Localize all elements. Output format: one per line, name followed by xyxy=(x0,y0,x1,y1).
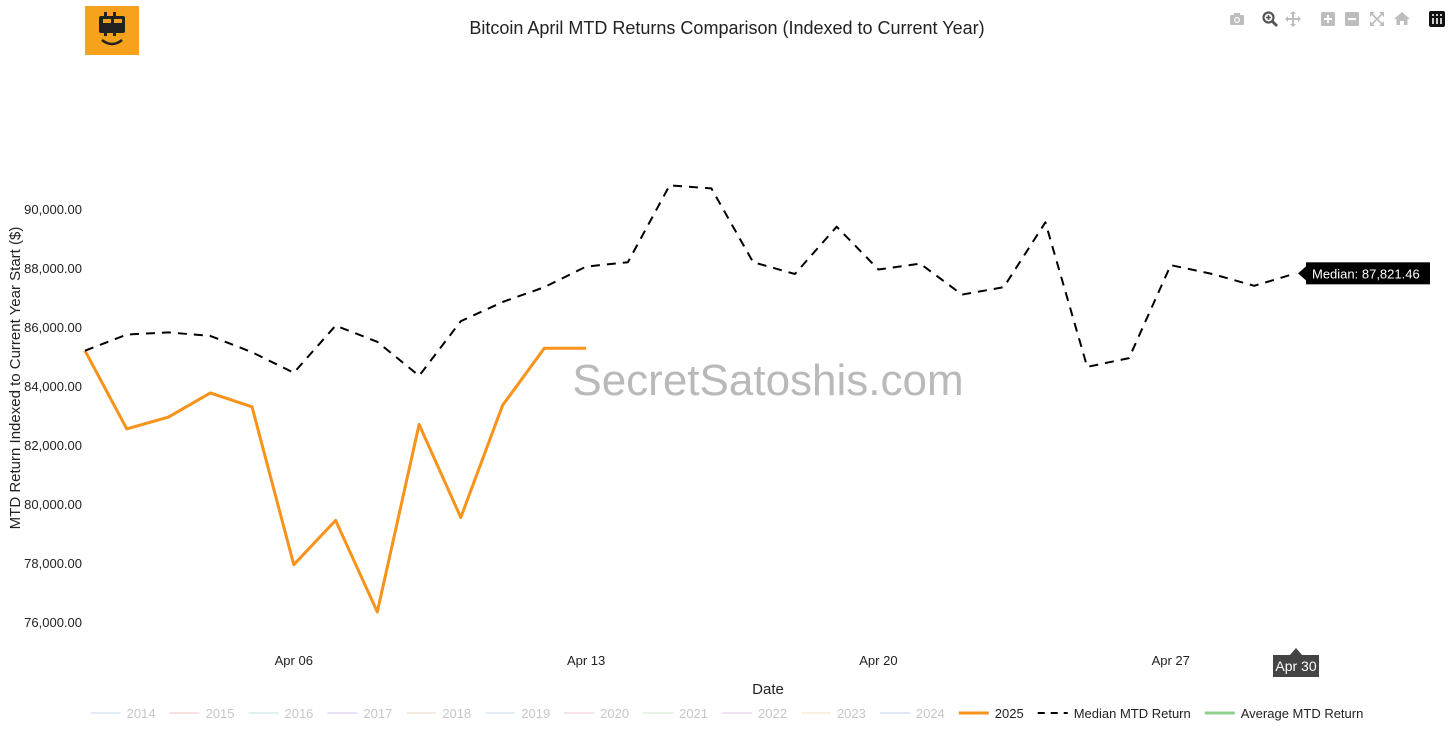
legend: 2014 2015 2016 2017 2018 2019 2020 2021 2022 2023… xyxy=(90,706,1364,721)
y-tick-label: 76,000.00 xyxy=(24,615,82,630)
legend-item-2019[interactable]: 2019 xyxy=(485,706,550,721)
legend-item-2023[interactable]: 2023 xyxy=(800,706,866,721)
legend-item-2018[interactable]: 2018 xyxy=(406,706,471,721)
legend-label: 2015 xyxy=(206,706,235,721)
plotly-logo-icon[interactable] xyxy=(1428,10,1446,28)
legend-label: Average MTD Return xyxy=(1241,706,1364,721)
legend-item-2024[interactable]: 2024 xyxy=(879,706,945,721)
legend-label: 2025 xyxy=(995,706,1024,721)
x-axis-label: Date xyxy=(752,681,784,698)
zoom-out-icon[interactable] xyxy=(1343,10,1361,28)
legend-item-2014[interactable]: 2014 xyxy=(90,706,156,721)
y-tick-label: 80,000.00 xyxy=(24,497,82,512)
legend-label: 2022 xyxy=(758,706,787,721)
pan-icon[interactable] xyxy=(1284,10,1302,28)
series-layer xyxy=(83,184,1297,614)
legend-item-2021[interactable]: 2021 xyxy=(643,706,708,721)
zoom-in-icon[interactable] xyxy=(1319,10,1337,28)
legend-label: 2017 xyxy=(363,706,392,721)
bitcoin-logo-icon xyxy=(99,12,125,46)
hover-label-pointer xyxy=(1298,266,1306,281)
legend-item-2017[interactable]: 2017 xyxy=(327,706,392,721)
x-tick-label: Apr 20 xyxy=(859,653,897,668)
y-tick-label: 84,000.00 xyxy=(24,379,82,394)
zoom-icon[interactable] xyxy=(1261,10,1279,28)
legend-item-median-mtd-return[interactable]: Median MTD Return xyxy=(1037,706,1191,721)
chart-title: Bitcoin April MTD Returns Comparison (In… xyxy=(469,18,984,38)
legend-label: 2019 xyxy=(521,706,550,721)
y-tick-label: 82,000.00 xyxy=(24,438,82,453)
watermark-text: SecretSatoshis.com xyxy=(572,356,963,405)
legend-item-2020[interactable]: 2020 xyxy=(564,706,629,721)
legend-label: 2024 xyxy=(916,706,945,721)
camera-icon[interactable] xyxy=(1228,10,1246,28)
y-axis-ticks: 76,000.00 78,000.00 80,000.00 82,000.00 84,0… xyxy=(24,202,82,630)
x-hover-label-box xyxy=(1273,655,1319,677)
legend-label: 2014 xyxy=(127,706,156,721)
legend-item-2022[interactable]: 2022 xyxy=(722,706,787,721)
y-tick-label: 86,000.00 xyxy=(24,320,82,335)
x-tick-label: Apr 13 xyxy=(567,653,605,668)
legend-label: Median MTD Return xyxy=(1074,706,1191,721)
legend-label: 2020 xyxy=(600,706,629,721)
legend-label: 2016 xyxy=(284,706,313,721)
y-tick-label: 88,000.00 xyxy=(24,261,82,276)
legend-item-average-mtd-return[interactable]: Average MTD Return xyxy=(1204,706,1364,721)
legend-label: 2021 xyxy=(679,706,708,721)
legend-label: 2023 xyxy=(837,706,866,721)
autoscale-icon[interactable] xyxy=(1368,10,1386,28)
median-hover-label: Median: 87,821.46 xyxy=(1312,266,1420,281)
y-axis-label: MTD Return Indexed to Current Year Start… xyxy=(7,227,24,530)
series-line-median-mtd-return[interactable] xyxy=(84,184,1297,377)
x-hover-label-pointer xyxy=(1290,648,1302,655)
legend-item-2025[interactable]: 2025 xyxy=(958,706,1024,721)
x-tick-label: Apr 06 xyxy=(275,653,313,668)
y-tick-label: 90,000.00 xyxy=(24,202,82,217)
modebar xyxy=(1228,10,1446,28)
x-tick-label: Apr 27 xyxy=(1152,653,1190,668)
x-axis-ticks: Apr 06 Apr 13 Apr 20 Apr 27 xyxy=(275,653,1190,668)
series-line-2025[interactable] xyxy=(83,346,587,614)
x-hover-label: Apr 30 xyxy=(1275,658,1316,674)
bitcoin-logo xyxy=(85,6,139,55)
reset-axes-icon[interactable] xyxy=(1393,10,1411,28)
annotation-layer: Median: 87,821.46 Apr 30 xyxy=(1273,262,1430,677)
hover-label-box xyxy=(1306,262,1430,285)
legend-item-2015[interactable]: 2015 xyxy=(169,706,235,721)
legend-label: 2018 xyxy=(442,706,471,721)
legend-item-2016[interactable]: 2016 xyxy=(248,706,313,721)
y-tick-label: 78,000.00 xyxy=(24,556,82,571)
